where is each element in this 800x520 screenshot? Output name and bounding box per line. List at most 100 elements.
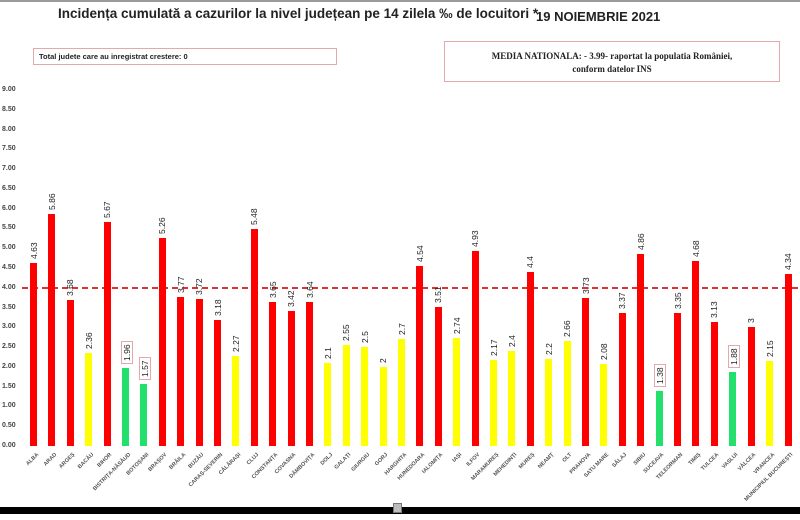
bar-botoșani (140, 383, 148, 446)
bar-buzău (195, 298, 203, 446)
bar-galați (342, 345, 350, 446)
y-axis-tick: 3.00 (2, 323, 16, 331)
bar-value-label: 4.54 (414, 245, 425, 263)
bar-olt (563, 340, 571, 446)
y-axis-tick: 0.00 (2, 442, 16, 449)
bar-mehedinți (508, 351, 516, 446)
bar-value-label: 3.51 (433, 286, 444, 304)
bar-value-label: 5.48 (249, 208, 260, 226)
bar-dolj (324, 362, 332, 446)
bar-value-label: 3.13 (709, 301, 720, 319)
bar-value-label: 2.36 (83, 332, 94, 349)
national-average-line (22, 286, 798, 289)
bar-municipiul-bucurești (784, 274, 792, 446)
bar-dâmbovița (306, 302, 314, 446)
y-axis-tick: 8.50 (2, 105, 16, 113)
bar-value-label: 2.27 (230, 335, 241, 353)
y-axis-tick: 1.50 (2, 382, 16, 390)
bar-maramureș (490, 360, 498, 446)
bar-value-label: 2.66 (562, 320, 573, 337)
bar-value-label: 4.4 (525, 256, 536, 268)
bar-value-label: 2.08 (598, 343, 609, 360)
y-axis-tick: 5.50 (2, 224, 16, 232)
bar-value-label: 3.64 (304, 281, 315, 299)
bar-value-label: 1.57 (138, 357, 151, 380)
bar-harghita (398, 339, 406, 446)
scrollbar-handle[interactable] (393, 503, 402, 513)
bar-cluj (250, 229, 258, 446)
bar-neamț (545, 358, 553, 446)
bar-value-label: 2.17 (488, 339, 499, 357)
y-axis-tick: 2.50 (2, 343, 16, 351)
bar-value-label: 4.34 (783, 253, 793, 271)
bar-satu-mare (600, 363, 608, 446)
bar-sălaj (618, 312, 626, 446)
bar-vaslui (729, 371, 737, 446)
y-axis-tick: 0.50 (2, 422, 16, 430)
y-axis-tick: 7.50 (2, 145, 16, 153)
bar-covasna (287, 310, 295, 446)
national-average-line2: conform datelor INS (572, 64, 652, 74)
bar-value-label: 1.96 (120, 341, 133, 365)
y-axis-tick: 7.00 (2, 165, 16, 173)
bar-value-label: 3.18 (212, 299, 223, 317)
bar-bihor (103, 221, 111, 446)
bar-value-label: 2.7 (396, 323, 407, 336)
bar-value-label: 3.73 (580, 277, 591, 295)
bar-giurgiu (361, 347, 369, 446)
bar-bistrița-năsăud (122, 368, 129, 446)
y-axis-tick: 4.50 (2, 264, 16, 271)
bar-value-label: 2 (378, 358, 389, 363)
y-axis-tick: 6.00 (2, 204, 16, 212)
bar-caraș-severin (214, 320, 222, 446)
chart-title: Incidența cumulată a cazurilor la nivel … (58, 6, 539, 21)
bar-value-label: 4.86 (635, 233, 646, 250)
bar-value-label: 4.93 (470, 230, 481, 247)
national-average-line1: MEDIA NATIONALA: - 3.99- raportat la pop… (491, 51, 733, 61)
bar-tulcea (710, 322, 718, 446)
bar-mureș (526, 271, 534, 446)
bar-prahova (582, 298, 590, 446)
bar-ialomița (434, 307, 442, 446)
y-axis-tick: 6.50 (2, 184, 16, 192)
y-axis-tick: 5.00 (2, 244, 16, 252)
chart-date: 19 NOIEMBRIE 2021 (536, 9, 661, 24)
bar-value-label: 3.37 (617, 292, 628, 309)
bar-teleorman (674, 313, 682, 446)
national-average-box: MEDIA NATIONALA: - 3.99- raportat la pop… (444, 41, 780, 82)
bar-vrancea (766, 360, 774, 446)
bar-brăila (177, 296, 185, 446)
bar-value-label: 3.77 (175, 276, 186, 293)
bar-argeș (66, 300, 74, 446)
increase-count-box: Total judete care au inregistrat crester… (33, 48, 337, 65)
bar-value-label: 2.55 (341, 324, 352, 342)
bar-gorj (379, 366, 387, 446)
y-axis-tick: 8.00 (2, 125, 16, 133)
bar-value-label: 3.65 (267, 281, 278, 298)
bar-value-label: 5.67 (102, 201, 113, 218)
bar-value-label: 1.38 (654, 364, 667, 388)
bar-value-label: 1.88 (727, 345, 740, 368)
bar-value-label: 2.2 (543, 343, 554, 355)
bar-sibiu (637, 253, 645, 446)
bar-value-label: 3.42 (286, 290, 297, 307)
bar-value-label: 4.68 (690, 240, 701, 257)
y-axis-tick: 3.50 (2, 303, 16, 311)
bar-constanța (269, 301, 277, 446)
bar-value-label: 5.26 (157, 217, 168, 234)
y-axis-tick: 2.00 (2, 362, 16, 370)
bar-bacău (85, 352, 93, 446)
y-axis-tick: 1.00 (2, 402, 16, 410)
bar-value-label: 2.15 (764, 340, 775, 357)
bar-călărași (232, 356, 240, 446)
bar-brașov (158, 237, 166, 446)
window-top-border (0, 0, 800, 2)
bar-value-label: 2.74 (451, 317, 462, 334)
bar-value-label: 2.1 (322, 347, 333, 359)
y-axis-tick: 4.00 (2, 283, 16, 291)
bar-value-label: 3 (746, 318, 757, 324)
bar-ilfov (471, 250, 479, 446)
bar-value-label: 4.63 (28, 242, 39, 259)
bar-value-label: 2.5 (359, 331, 370, 344)
bar-timiș (692, 260, 700, 446)
